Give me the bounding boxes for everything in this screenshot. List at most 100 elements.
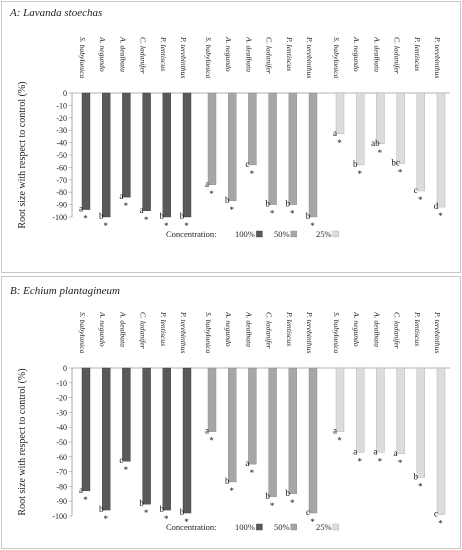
y-axis-label: Root size with respect to control (%) xyxy=(17,368,28,515)
y-tick-label: -60 xyxy=(56,453,67,462)
category-label: S. babylonica xyxy=(332,312,341,354)
significance-star: * xyxy=(184,221,189,231)
significance-star: * xyxy=(209,189,214,199)
bar-25pct-5 xyxy=(436,367,446,515)
y-tick-label: -40 xyxy=(56,423,67,432)
y-tick-label: 0 xyxy=(63,364,67,373)
category-label: A. dealbata xyxy=(372,36,381,72)
bar-100pct-4 xyxy=(162,92,172,218)
bar-100pct-5 xyxy=(182,367,192,514)
bar-50pct-4 xyxy=(288,367,297,495)
category-label: A. negundo xyxy=(98,36,107,72)
bar-25pct-1 xyxy=(356,92,365,166)
y-tick-label: -10 xyxy=(56,379,67,388)
significance-star: * xyxy=(337,436,342,446)
legend-item-label: 25% xyxy=(316,522,332,532)
significance-star: * xyxy=(83,495,88,505)
significance-star: * xyxy=(164,221,169,231)
category-label: P. lentiscus xyxy=(159,36,168,71)
significance-letter: c xyxy=(245,159,249,169)
bar-50pct-0 xyxy=(207,367,217,432)
significance-star: * xyxy=(398,168,403,178)
category-label: A. negundo xyxy=(224,36,233,72)
significance-star: * xyxy=(124,201,129,211)
significance-star: * xyxy=(438,519,443,529)
bar-25pct-2 xyxy=(376,367,385,453)
legend-item-label: 50% xyxy=(274,229,290,239)
significance-star: * xyxy=(418,195,423,205)
significance-star: * xyxy=(250,169,255,179)
significance-star: * xyxy=(378,148,383,158)
category-label: C. ladanifer xyxy=(265,37,274,74)
significance-star: * xyxy=(229,205,234,215)
legend-swatch xyxy=(256,523,263,531)
category-label: P. terebinthus xyxy=(433,36,442,78)
significance-star: * xyxy=(310,517,315,527)
y-tick-label: -20 xyxy=(56,114,67,123)
legend-swatch xyxy=(290,523,297,531)
significance-letter: b xyxy=(265,199,270,209)
significance-letter: c xyxy=(414,185,418,195)
legend-item-label: 25% xyxy=(316,229,332,239)
significance-letter: b xyxy=(180,507,185,517)
category-label: P. terebinthus xyxy=(305,36,314,78)
category-label: A. negundo xyxy=(352,36,361,72)
category-label: P. terebinthus xyxy=(179,311,188,353)
significance-letter: b xyxy=(99,504,104,514)
significance-letter: bc xyxy=(391,158,400,168)
bar-50pct-2 xyxy=(248,92,257,166)
panel-title: A: Lavanda stoechas xyxy=(9,7,102,19)
bar-25pct-5 xyxy=(436,92,446,208)
bar-50pct-2 xyxy=(248,367,257,465)
significance-letter: b xyxy=(225,476,230,486)
category-label: P. lentiscus xyxy=(413,36,422,71)
category-label: A. negundo xyxy=(352,311,361,347)
bar-25pct-4 xyxy=(416,92,425,192)
significance-letter: d xyxy=(434,201,439,211)
category-label: S. babylonica xyxy=(204,37,213,79)
category-label: C. ladanifer xyxy=(139,312,148,349)
significance-letter: a xyxy=(79,204,83,214)
significance-letter: c xyxy=(119,455,123,465)
bar-50pct-5 xyxy=(308,367,318,514)
significance-letter: a xyxy=(119,191,123,201)
bar-25pct-3 xyxy=(396,367,405,455)
bar-25pct-3 xyxy=(396,92,405,164)
category-label: C. ladanifer xyxy=(139,37,148,74)
significance-letter: b xyxy=(286,488,291,498)
bar-25pct-4 xyxy=(416,367,425,478)
y-tick-label: -10 xyxy=(56,101,67,110)
legend-item-label: 100% xyxy=(235,229,255,239)
legend-swatch xyxy=(332,523,339,531)
panel-a: A: Lavanda stoechas Root size with respec… xyxy=(1,1,461,273)
bar-50pct-4 xyxy=(288,92,297,205)
bar-50pct-1 xyxy=(227,92,237,202)
bar-100pct-4 xyxy=(162,367,172,511)
bar-100pct-3 xyxy=(142,367,151,505)
bar-100pct-1 xyxy=(101,367,111,511)
significance-star: * xyxy=(438,211,443,221)
category-label: A. negundo xyxy=(98,311,107,347)
y-tick-label: -60 xyxy=(56,163,67,172)
bar-100pct-0 xyxy=(81,367,91,492)
significance-star: * xyxy=(229,486,234,496)
significance-letter: b xyxy=(99,211,104,221)
significance-star: * xyxy=(310,221,315,231)
bar-100pct-3 xyxy=(142,92,151,212)
category-label: A. dealbata xyxy=(244,311,253,347)
y-tick-label: -100 xyxy=(52,213,67,222)
significance-letter: b xyxy=(414,472,419,482)
bar-50pct-3 xyxy=(268,92,277,205)
significance-letter: b xyxy=(265,491,270,501)
panel-title: B: Echium plantagineum xyxy=(10,285,120,297)
significance-star: * xyxy=(337,138,342,148)
significance-star: * xyxy=(144,508,149,518)
bar-25pct-1 xyxy=(356,367,365,453)
category-label: A. dealbata xyxy=(244,36,253,72)
category-label: P. terebinthus xyxy=(179,36,188,78)
legend-item-label: 100% xyxy=(235,522,255,532)
significance-star: * xyxy=(270,209,275,219)
significance-star: * xyxy=(250,468,255,478)
y-tick-label: -100 xyxy=(52,512,67,521)
category-label: A. negundo xyxy=(224,311,233,347)
